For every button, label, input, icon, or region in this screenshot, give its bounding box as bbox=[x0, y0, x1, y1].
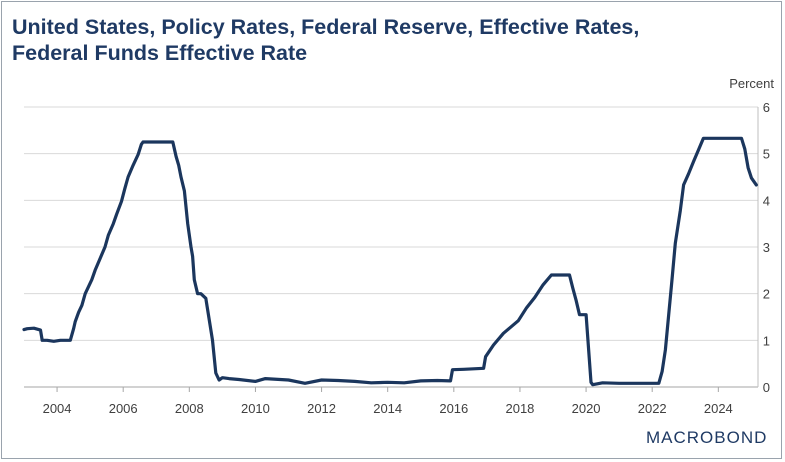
x-tick-label: 2004 bbox=[43, 401, 72, 416]
x-tick-label: 2024 bbox=[704, 401, 733, 416]
y-tick-label: 5 bbox=[763, 147, 770, 162]
y-tick-label: 2 bbox=[763, 287, 770, 302]
x-tick-label: 2010 bbox=[241, 401, 270, 416]
x-tick-label: 2016 bbox=[439, 401, 468, 416]
chart-title-line-1: United States, Policy Rates, Federal Res… bbox=[12, 15, 640, 39]
y-tick-label: 1 bbox=[763, 333, 770, 348]
y-axis-label: Percent bbox=[729, 76, 774, 91]
chart-title-line-2: Federal Funds Effective Rate bbox=[12, 41, 308, 65]
chart-title: United States, Policy Rates, Federal Res… bbox=[12, 14, 772, 66]
x-tick-label: 2012 bbox=[307, 401, 336, 416]
y-tick-label: 6 bbox=[763, 100, 770, 115]
y-axis: 0 1 2 3 4 5 6 bbox=[763, 100, 770, 395]
x-tick-label: 2006 bbox=[109, 401, 138, 416]
macrobond-logo: MACROBOND bbox=[646, 428, 768, 447]
x-tick-label: 2008 bbox=[175, 401, 204, 416]
series-layer bbox=[22, 136, 758, 387]
y-tick-label: 0 bbox=[763, 380, 770, 395]
x-tick-label: 2020 bbox=[572, 401, 601, 416]
y-tick-label: 4 bbox=[763, 193, 770, 208]
y-tick-label: 3 bbox=[763, 240, 770, 255]
x-tick-label: 2018 bbox=[505, 401, 534, 416]
x-tick-label: 2022 bbox=[638, 401, 667, 416]
gridlines bbox=[24, 106, 759, 388]
x-tick-label: 2014 bbox=[373, 401, 402, 416]
series-line-0 bbox=[22, 136, 758, 387]
x-axis: 2004 2006 2008 2010 2012 2014 2016 2018 2020 2022… bbox=[43, 387, 733, 416]
